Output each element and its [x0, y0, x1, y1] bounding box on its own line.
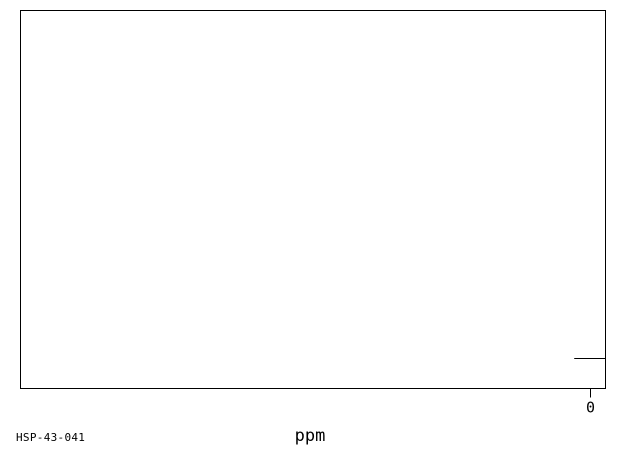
axis-tick-label: 0 [586, 399, 595, 417]
axis-tick-labels: 9876543210 [586, 399, 595, 417]
sample-id-label: HSP-43-041 [16, 431, 85, 444]
x-axis-title: ppm [295, 426, 326, 446]
plot-frame [20, 10, 606, 389]
axis-ticks [590, 388, 591, 398]
